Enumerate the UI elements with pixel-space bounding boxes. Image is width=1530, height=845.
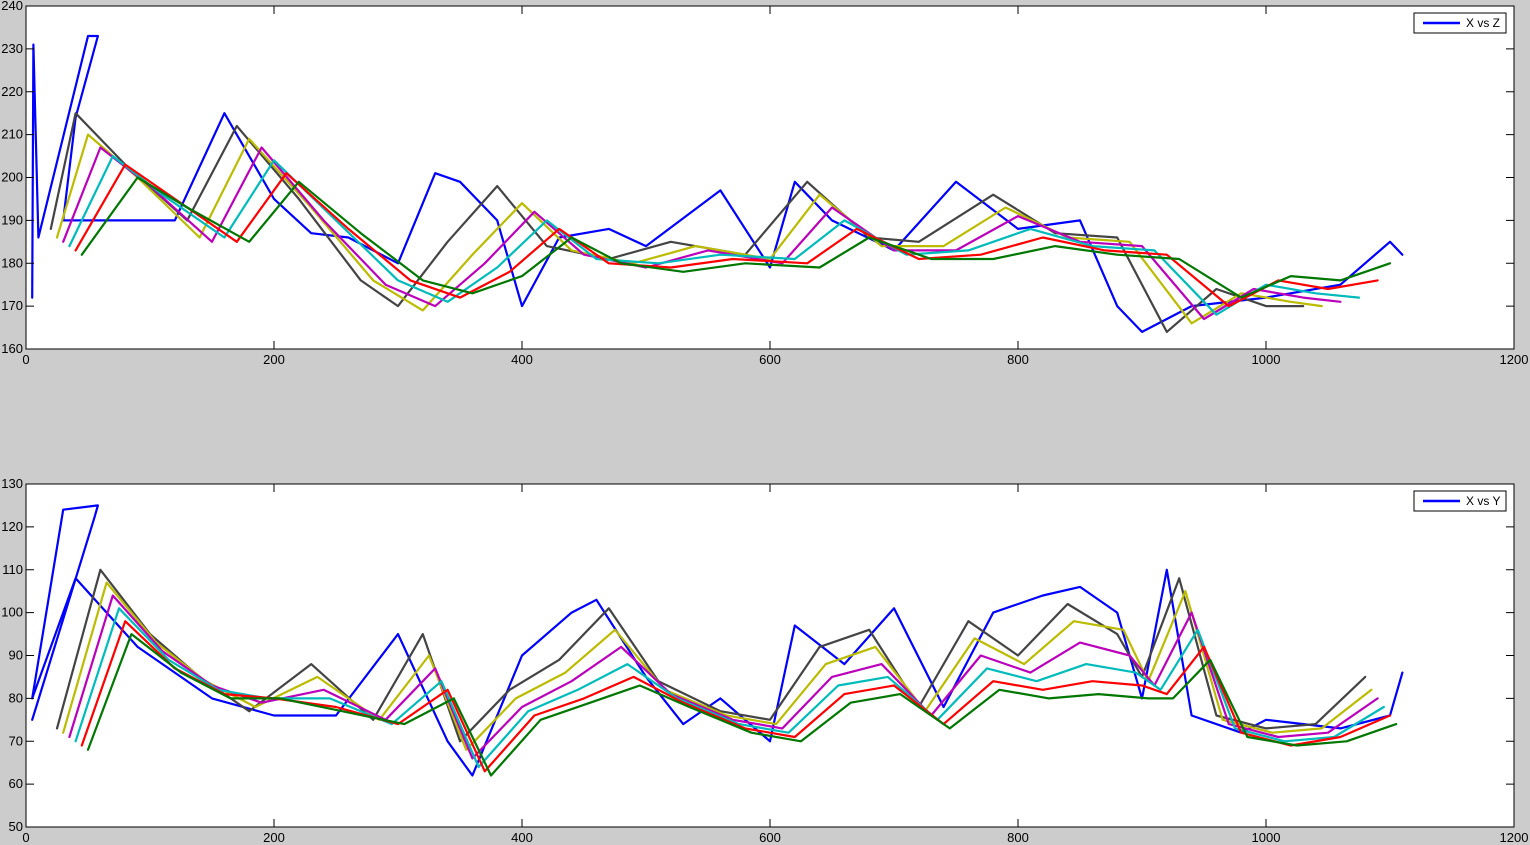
y-tick-label: 180 <box>1 255 23 270</box>
series-group <box>31 34 1404 333</box>
y-tick-label: 170 <box>1 298 23 313</box>
series-line-1 <box>55 568 1367 743</box>
y-tick-label: 120 <box>1 519 23 534</box>
series-group <box>31 504 1404 777</box>
y-tick-label: 230 <box>1 41 23 56</box>
x-tick-label: 1000 <box>1252 830 1281 845</box>
series-line-2 <box>62 581 1373 751</box>
y-tick-label: 50 <box>9 819 23 834</box>
x-tick-label: 200 <box>263 352 285 367</box>
x-tick-label: 1200 <box>1500 352 1529 367</box>
legend: X vs Z <box>1413 12 1507 34</box>
x-tick-label: 200 <box>263 830 285 845</box>
series-line-3 <box>68 594 1379 760</box>
y-tick-label: 210 <box>1 127 23 142</box>
x-tick-label: 0 <box>22 830 29 845</box>
y-tick-label: 160 <box>1 341 23 356</box>
legend: X vs Y <box>1413 490 1507 512</box>
x-tick-label: 800 <box>1007 830 1029 845</box>
series-line-4 <box>74 607 1385 769</box>
y-tick-label: 200 <box>1 170 23 185</box>
series-line-1 <box>49 112 1305 333</box>
x-tick-label: 1200 <box>1500 830 1529 845</box>
x-tick-label: 0 <box>22 352 29 367</box>
x-tick-label: 400 <box>511 352 533 367</box>
legend-label: X vs Y <box>1466 494 1500 508</box>
y-tick-label: 80 <box>9 690 23 705</box>
x-tick-label: 400 <box>511 830 533 845</box>
x-tick-label: 1000 <box>1252 352 1281 367</box>
x-tick-label: 600 <box>759 830 781 845</box>
plot-area <box>26 484 1514 827</box>
x-tick-label: 600 <box>759 352 781 367</box>
y-tick-label: 70 <box>9 733 23 748</box>
y-tick-label: 100 <box>1 605 23 620</box>
y-tick-label: 220 <box>1 84 23 99</box>
x-tick-label: 800 <box>1007 352 1029 367</box>
y-tick-label: 110 <box>2 562 23 577</box>
top-axes: 0 200 400 600 800 1000 1200 160 170 180 190 200 210 2… <box>1 0 1528 367</box>
series-line-5 <box>74 163 1379 308</box>
bottom-axes: 0 200 400 600 800 1000 1200 50 60 70 80 90 100 110 120… <box>1 476 1528 845</box>
series-line-6 <box>80 176 1392 299</box>
legend-label: X vs Z <box>1466 16 1500 30</box>
y-tick-label: 90 <box>9 648 23 663</box>
plot-area <box>26 6 1514 349</box>
y-tick-label: 130 <box>1 476 23 491</box>
series-line-6 <box>86 632 1398 777</box>
series-line-3 <box>62 146 1342 321</box>
y-tick-label: 190 <box>1 212 23 227</box>
series-line-4 <box>68 155 1361 316</box>
y-tick-label: 240 <box>1 0 23 13</box>
y-tick-label: 60 <box>9 776 23 791</box>
